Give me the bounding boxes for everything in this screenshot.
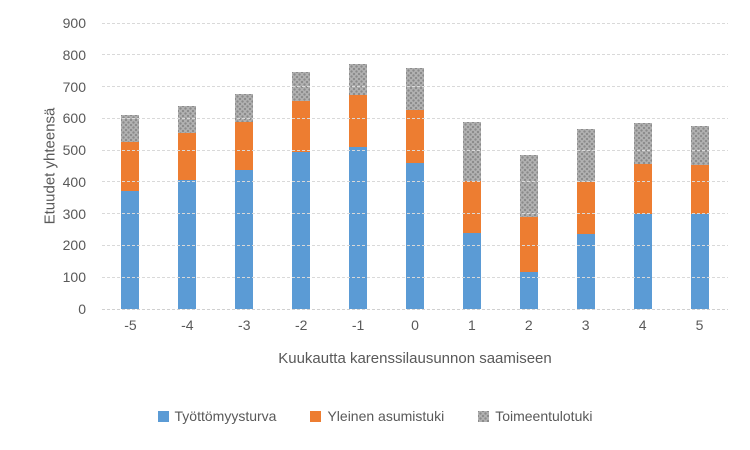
gridline — [102, 117, 728, 119]
bar-stack — [349, 23, 368, 309]
legend: Työttömyysturva Yleinen asumistuki Toimeen… — [0, 408, 750, 424]
x-axis-tick-label: 5 — [695, 317, 704, 333]
y-axis-tick-label: 900 — [62, 15, 86, 31]
bar-segment — [235, 169, 254, 309]
bar-slot — [500, 23, 557, 309]
y-axis-tick-label: 500 — [62, 142, 86, 159]
legend-label: Toimeentulotuki — [495, 408, 593, 424]
x-axis-tick-label: -2 — [294, 317, 308, 333]
bar-segment — [462, 180, 481, 233]
legend-swatch-icon — [157, 410, 169, 422]
y-axis-tick-label: 100 — [62, 269, 86, 286]
bar-slot — [671, 23, 728, 309]
legend-item: Toimeentulotuki — [478, 408, 592, 424]
legend-item: Yleinen asumistuki — [310, 408, 444, 424]
gridline — [102, 276, 728, 278]
bar-segment — [690, 165, 709, 214]
bar-segment — [576, 129, 595, 182]
legend-item: Työttömyysturva — [157, 408, 277, 424]
bar-segment — [349, 146, 368, 309]
bar-slot — [614, 23, 671, 309]
x-axis-title: Kuukautta karenssilausunnon saamiseen — [278, 350, 552, 367]
bar-segment — [178, 132, 197, 181]
bar-segment — [519, 217, 538, 272]
bar-stack — [633, 23, 652, 309]
legend-label: Työttömyysturva — [174, 408, 277, 424]
bar-stack — [178, 23, 197, 309]
bar-stack — [519, 23, 538, 309]
bar-segment — [349, 95, 368, 147]
bar-segment — [292, 100, 311, 152]
gridline — [102, 54, 728, 56]
y-axis-tick-label: 0 — [78, 301, 86, 317]
bar-stack — [292, 23, 311, 309]
y-axis-tick-label: 800 — [62, 46, 86, 63]
gridline — [102, 22, 728, 24]
bar-segment — [633, 214, 652, 309]
x-axis-tick-label: 0 — [411, 317, 419, 333]
gridline — [102, 308, 728, 310]
x-axis-tick-label: 1 — [467, 317, 476, 333]
bar-stack — [405, 23, 424, 309]
bar-segment — [121, 142, 140, 191]
x-axis-tick-label: 3 — [581, 317, 590, 333]
bar-segment — [178, 105, 197, 133]
bar-slot — [216, 23, 273, 309]
bar-stack — [576, 23, 595, 309]
bar-segment — [576, 234, 595, 309]
bar-slot — [159, 23, 216, 309]
bar-segment — [633, 164, 652, 214]
x-axis-tick-label: -5 — [124, 317, 137, 333]
gridline — [102, 86, 728, 88]
y-axis-tick-label: 700 — [62, 78, 86, 95]
plot-area — [102, 22, 728, 310]
bar-segment — [690, 214, 709, 309]
y-axis: 900 800 700 600 500 400 300 200 100 0 — [0, 0, 86, 450]
bar-slot — [387, 23, 444, 309]
bar-segment — [576, 181, 595, 235]
bar-slot — [443, 23, 500, 309]
x-axis-tick-label: 2 — [524, 317, 533, 333]
y-axis-tick-label: 400 — [62, 173, 86, 190]
bar-segment — [121, 190, 140, 309]
bar-slot — [557, 23, 614, 309]
x-axis-tick-label: -1 — [351, 317, 365, 333]
gridline — [102, 181, 728, 183]
bar-segment — [235, 94, 254, 122]
bar-segment — [405, 163, 424, 309]
bar-stack — [121, 23, 140, 309]
bar-segment — [121, 114, 140, 143]
bar-slot — [102, 23, 159, 309]
bars-container — [102, 23, 728, 309]
legend-label: Yleinen asumistuki — [327, 408, 445, 424]
bar-segment — [292, 151, 311, 309]
legend-swatch-icon — [310, 410, 322, 422]
bar-segment — [349, 64, 368, 96]
bar-segment — [519, 271, 538, 309]
y-axis-tick-label: 300 — [62, 205, 86, 222]
y-axis-tick-label: 200 — [62, 237, 86, 254]
x-axis-tick-label: -4 — [181, 317, 194, 333]
bar-slot — [273, 23, 330, 309]
x-axis-tick-label: 4 — [638, 317, 647, 333]
bar-segment — [633, 122, 652, 165]
x-axis-tick-label: -3 — [238, 317, 251, 333]
bar-segment — [519, 154, 538, 218]
y-axis-tick-label: 600 — [62, 110, 86, 127]
x-axis: -5 -4 -3 -2 -1 0 1 2 3 4 5 — [102, 316, 728, 334]
bar-slot — [330, 23, 387, 309]
gridline — [102, 244, 728, 246]
gridline — [102, 149, 728, 151]
bar-segment — [235, 121, 254, 170]
bar-stack — [462, 23, 481, 309]
bar-stack — [235, 23, 254, 309]
bar-segment — [690, 125, 709, 166]
bar-stack — [690, 23, 709, 309]
bar-segment — [462, 232, 481, 309]
bar-segment — [462, 122, 481, 181]
legend-swatch-icon — [478, 410, 490, 422]
gridline — [102, 213, 728, 215]
bar-segment — [405, 68, 424, 111]
